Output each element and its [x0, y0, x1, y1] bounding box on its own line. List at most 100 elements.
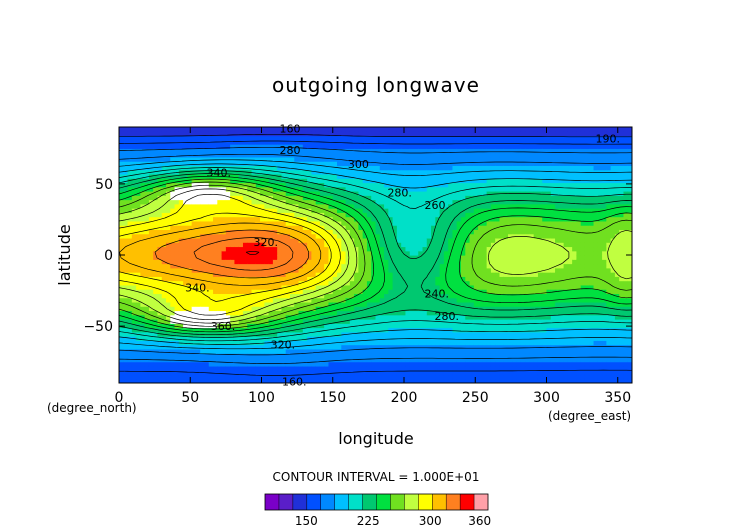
heatmap-cell: [354, 344, 359, 350]
heatmap-cell: [401, 314, 407, 320]
heatmap-cell: [221, 263, 227, 269]
heatmap-cell: [319, 229, 325, 235]
heatmap-cell: [148, 293, 154, 299]
heatmap-cell: [345, 280, 351, 286]
heatmap-cell: [140, 331, 146, 337]
heatmap-cell: [148, 131, 154, 137]
heatmap-cell: [208, 135, 214, 141]
heatmap-cell: [195, 297, 201, 303]
heatmap-cell: [418, 212, 424, 218]
heatmap-cell: [213, 361, 218, 367]
heatmap-cell: [247, 365, 253, 371]
heatmap-cell: [290, 212, 295, 218]
heatmap-cell: [354, 139, 359, 145]
heatmap-cell: [298, 242, 304, 248]
heatmap-cell: [375, 289, 381, 294]
heatmap-cell: [127, 182, 133, 188]
heatmap-cell: [230, 208, 236, 213]
heatmap-cell: [435, 242, 441, 248]
heatmap-cell: [422, 139, 428, 145]
heatmap-cell: [328, 340, 334, 346]
heatmap-cell: [307, 127, 312, 132]
heatmap-cell: [405, 216, 411, 222]
heatmap-cell: [426, 276, 432, 282]
heatmap-cell: [405, 297, 411, 303]
heatmap-cell: [362, 229, 368, 235]
heatmap-cell: [465, 131, 471, 137]
heatmap-cell: [242, 195, 248, 201]
heatmap-cell: [217, 310, 223, 316]
heatmap-cell: [473, 374, 479, 380]
heatmap-cell: [187, 246, 193, 252]
heatmap-cell: [315, 348, 321, 354]
heatmap-cell: [131, 370, 137, 376]
heatmap-cell: [315, 314, 321, 320]
heatmap-cell: [204, 255, 210, 260]
heatmap-cell: [225, 297, 231, 303]
heatmap-cell: [140, 131, 146, 137]
heatmap-cell: [225, 284, 231, 290]
heatmap-cell: [123, 178, 129, 184]
heatmap-cell: [456, 327, 462, 333]
heatmap-cell: [461, 135, 466, 141]
heatmap-cell: [456, 310, 462, 316]
heatmap-cell: [443, 203, 449, 209]
heatmap-cell: [452, 161, 458, 166]
heatmap-cell: [396, 255, 402, 260]
heatmap-cell: [452, 195, 458, 201]
heatmap-cell: [354, 165, 359, 171]
heatmap-cell: [294, 139, 300, 145]
heatmap-cell: [200, 131, 206, 137]
heatmap-cell: [144, 319, 150, 324]
heatmap-cell: [422, 233, 428, 239]
heatmap-cell: [375, 280, 381, 286]
heatmap-cell: [405, 152, 411, 158]
heatmap-cell: [174, 203, 180, 209]
heatmap-cell: [191, 284, 197, 290]
heatmap-cell: [422, 306, 428, 312]
heatmap-cell: [144, 336, 150, 341]
heatmap-cell: [290, 357, 295, 363]
heatmap-cell: [366, 139, 372, 145]
heatmap-cell: [170, 131, 176, 137]
heatmap-cell: [131, 306, 137, 312]
heatmap-cell: [465, 195, 471, 201]
heatmap-cell: [157, 237, 163, 243]
heatmap-cell: [413, 280, 419, 286]
heatmap-cell: [200, 306, 206, 312]
heatmap-cell: [230, 233, 236, 239]
heatmap-cell: [469, 297, 475, 303]
heatmap-cell: [345, 323, 351, 329]
heatmap-cell: [337, 182, 342, 188]
heatmap-cell: [144, 165, 150, 171]
heatmap-cell: [272, 178, 278, 184]
heatmap-cell: [392, 323, 398, 329]
heatmap-cell: [443, 323, 449, 329]
heatmap-cell: [319, 357, 325, 363]
heatmap-cell: [170, 127, 176, 132]
heatmap-cell: [187, 250, 193, 256]
heatmap-cell: [401, 203, 407, 209]
heatmap-cell: [315, 173, 321, 179]
heatmap-cell: [221, 272, 227, 277]
heatmap-cell: [366, 319, 372, 324]
heatmap-cell: [187, 229, 193, 235]
heatmap-cell: [294, 148, 300, 154]
heatmap-cell: [234, 276, 240, 282]
heatmap-cell: [247, 195, 253, 201]
heatmap-cell: [465, 203, 471, 209]
heatmap-cell: [153, 178, 159, 184]
heatmap-cell: [443, 319, 449, 324]
heatmap-cell: [260, 280, 265, 286]
heatmap-cell: [221, 152, 227, 158]
heatmap-cell: [439, 344, 445, 350]
heatmap-cell: [319, 344, 325, 350]
heatmap-cell: [204, 148, 210, 154]
heatmap-cell: [422, 246, 428, 252]
heatmap-cell: [217, 374, 223, 380]
heatmap-cell: [366, 263, 372, 269]
heatmap-cell: [435, 323, 441, 329]
heatmap-cell: [225, 237, 231, 243]
heatmap-cell: [251, 203, 257, 209]
heatmap-cell: [153, 229, 159, 235]
